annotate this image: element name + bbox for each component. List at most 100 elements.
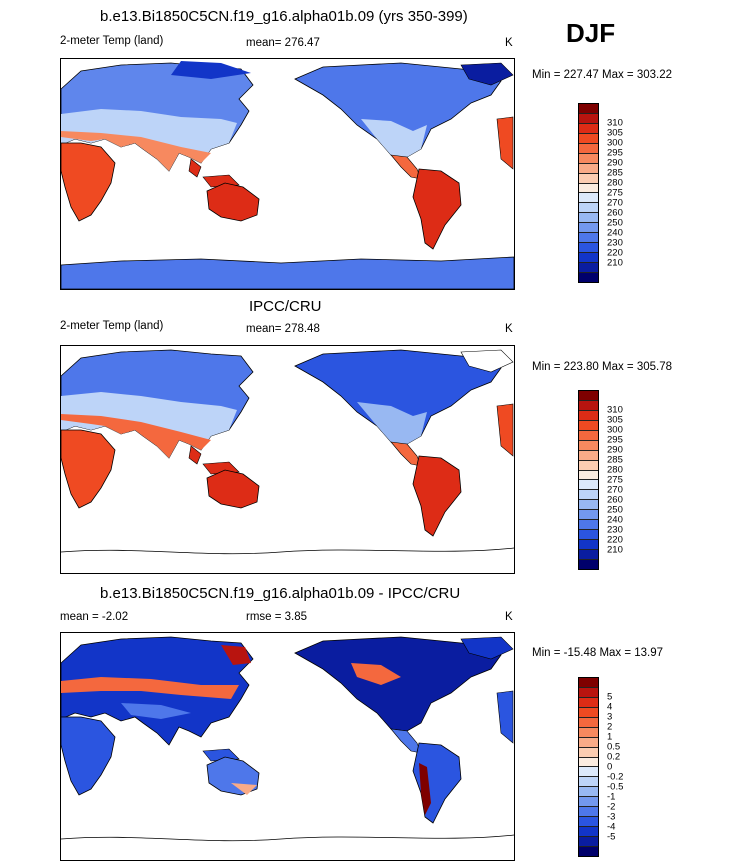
colorbar-swatch: [579, 133, 598, 144]
colorbar-tick-label: 5: [607, 691, 613, 703]
colorbar-tick-label: 270: [607, 197, 623, 209]
colorbar-swatch: [579, 223, 598, 234]
colorbar-tick-label: -3: [607, 811, 616, 823]
colorbar-swatch: [579, 817, 598, 828]
panel1-mean: mean= 276.47: [246, 37, 320, 49]
colorbar-tick-label: 220: [607, 534, 623, 546]
panel3-rmse: rmse = 3.85: [246, 611, 308, 623]
panel2-land: [61, 349, 514, 555]
panel1-land: [61, 61, 514, 289]
colorbar-tick-label: 285: [607, 454, 623, 466]
colorbar-swatch: [579, 470, 598, 481]
colorbar-swatch: [579, 807, 598, 818]
colorbar-tick-label: 285: [607, 167, 623, 179]
colorbar-swatch: [579, 183, 598, 194]
panel2-map: [60, 345, 515, 574]
colorbar-swatch: [579, 450, 598, 461]
colorbar-tick-label: -0.5: [607, 781, 624, 793]
colorbar-swatch: [579, 678, 598, 688]
colorbar-swatch: [579, 263, 598, 273]
panel2-variable-label: 2-meter Temp (land): [60, 320, 164, 332]
colorbar-tick-label: 0.2: [607, 751, 621, 763]
colorbar-tick-label: 260: [607, 494, 623, 506]
colorbar-tick-label: 310: [607, 117, 623, 129]
colorbar-tick-label: 295: [607, 434, 623, 446]
colorbar-tick-label: 0.5: [607, 741, 621, 753]
colorbar-swatch: [579, 787, 598, 798]
colorbar-tick-label: 270: [607, 484, 623, 496]
colorbar-swatch: [579, 767, 598, 778]
colorbar-tick-label: 280: [607, 177, 623, 189]
colorbar-swatch: [579, 520, 598, 531]
colorbar-tick-label: 300: [607, 424, 623, 436]
colorbar-tick-label: -4: [607, 821, 616, 833]
colorbar-swatch: [579, 837, 598, 847]
colorbar-tick-label: 280: [607, 464, 623, 476]
colorbar-tick-label: 230: [607, 524, 623, 536]
colorbar-tick-label: -1: [607, 791, 616, 803]
colorbar-swatch: [579, 480, 598, 491]
colorbar-swatch: [579, 173, 598, 184]
colorbar-swatch: [579, 213, 598, 224]
colorbar-tick-label: 290: [607, 444, 623, 456]
colorbar-tick-label: 275: [607, 187, 623, 199]
panel1-colorbar: [578, 103, 599, 283]
colorbar-swatch: [579, 540, 598, 550]
panel1-minmax: Min = 227.47 Max = 303.22: [532, 69, 673, 81]
colorbar-swatch: [579, 391, 598, 401]
colorbar-tick-label: 240: [607, 227, 623, 239]
colorbar-swatch: [579, 490, 598, 501]
colorbar-swatch: [579, 747, 598, 758]
colorbar-swatch: [579, 153, 598, 164]
panel1-title: b.e13.Bi1850C5CN.f19_g16.alpha01b.09 (yr…: [100, 8, 468, 25]
colorbar-swatch: [579, 430, 598, 441]
colorbar-swatch: [579, 846, 598, 856]
colorbar-swatch: [579, 410, 598, 421]
colorbar-swatch: [579, 697, 598, 708]
colorbar-tick-label: -0.2: [607, 771, 624, 783]
colorbar-tick-label: -2: [607, 801, 616, 813]
season-label: DJF: [566, 18, 616, 48]
panel1-colorbar-ticks: 310 305 300 295 290 285 280 275 270 260 250 240 230 2…: [607, 103, 647, 281]
colorbar-tick-label: 290: [607, 157, 623, 169]
colorbar-swatch: [579, 272, 598, 282]
colorbar-swatch: [579, 727, 598, 738]
colorbar-tick-label: 220: [607, 247, 623, 259]
colorbar-swatch: [579, 510, 598, 521]
colorbar-swatch: [579, 460, 598, 471]
colorbar-tick-label: 295: [607, 147, 623, 159]
panel3-colorbar: [578, 677, 599, 857]
panel1-map: [60, 58, 515, 290]
colorbar-swatch: [579, 777, 598, 788]
panel3-minmax: Min = -15.48 Max = 13.97: [532, 647, 664, 659]
colorbar-swatch: [579, 104, 598, 114]
colorbar-swatch: [579, 420, 598, 431]
colorbar-swatch: [579, 253, 598, 263]
colorbar-swatch: [579, 717, 598, 728]
colorbar-swatch: [579, 203, 598, 214]
colorbar-swatch: [579, 797, 598, 808]
colorbar-tick-label: -5: [607, 831, 616, 843]
colorbar-tick-label: 310: [607, 404, 623, 416]
colorbar-swatch: [579, 113, 598, 124]
panel2-colorbar: [578, 390, 599, 570]
colorbar-tick-label: 4: [607, 701, 613, 713]
colorbar-tick-label: 3: [607, 711, 613, 723]
colorbar-tick-label: 2: [607, 721, 613, 733]
panel1-variable-label: 2-meter Temp (land): [60, 35, 164, 47]
colorbar-tick-label: 260: [607, 207, 623, 219]
colorbar-swatch: [579, 123, 598, 134]
panel2-mean: mean= 278.48: [246, 323, 320, 335]
panel1-units: K: [505, 37, 513, 49]
colorbar-tick-label: 250: [607, 217, 623, 229]
panel2-minmax: Min = 223.80 Max = 305.78: [532, 361, 673, 373]
colorbar-swatch: [579, 530, 598, 541]
colorbar-tick-label: 1: [607, 731, 613, 743]
panel3-land: [61, 636, 514, 842]
colorbar-tick-label: 210: [607, 544, 623, 556]
colorbar-swatch: [579, 550, 598, 560]
panel3-mean: mean = -2.02: [60, 611, 129, 623]
colorbar-swatch: [579, 500, 598, 511]
colorbar-swatch: [579, 440, 598, 451]
colorbar-swatch: [579, 559, 598, 569]
